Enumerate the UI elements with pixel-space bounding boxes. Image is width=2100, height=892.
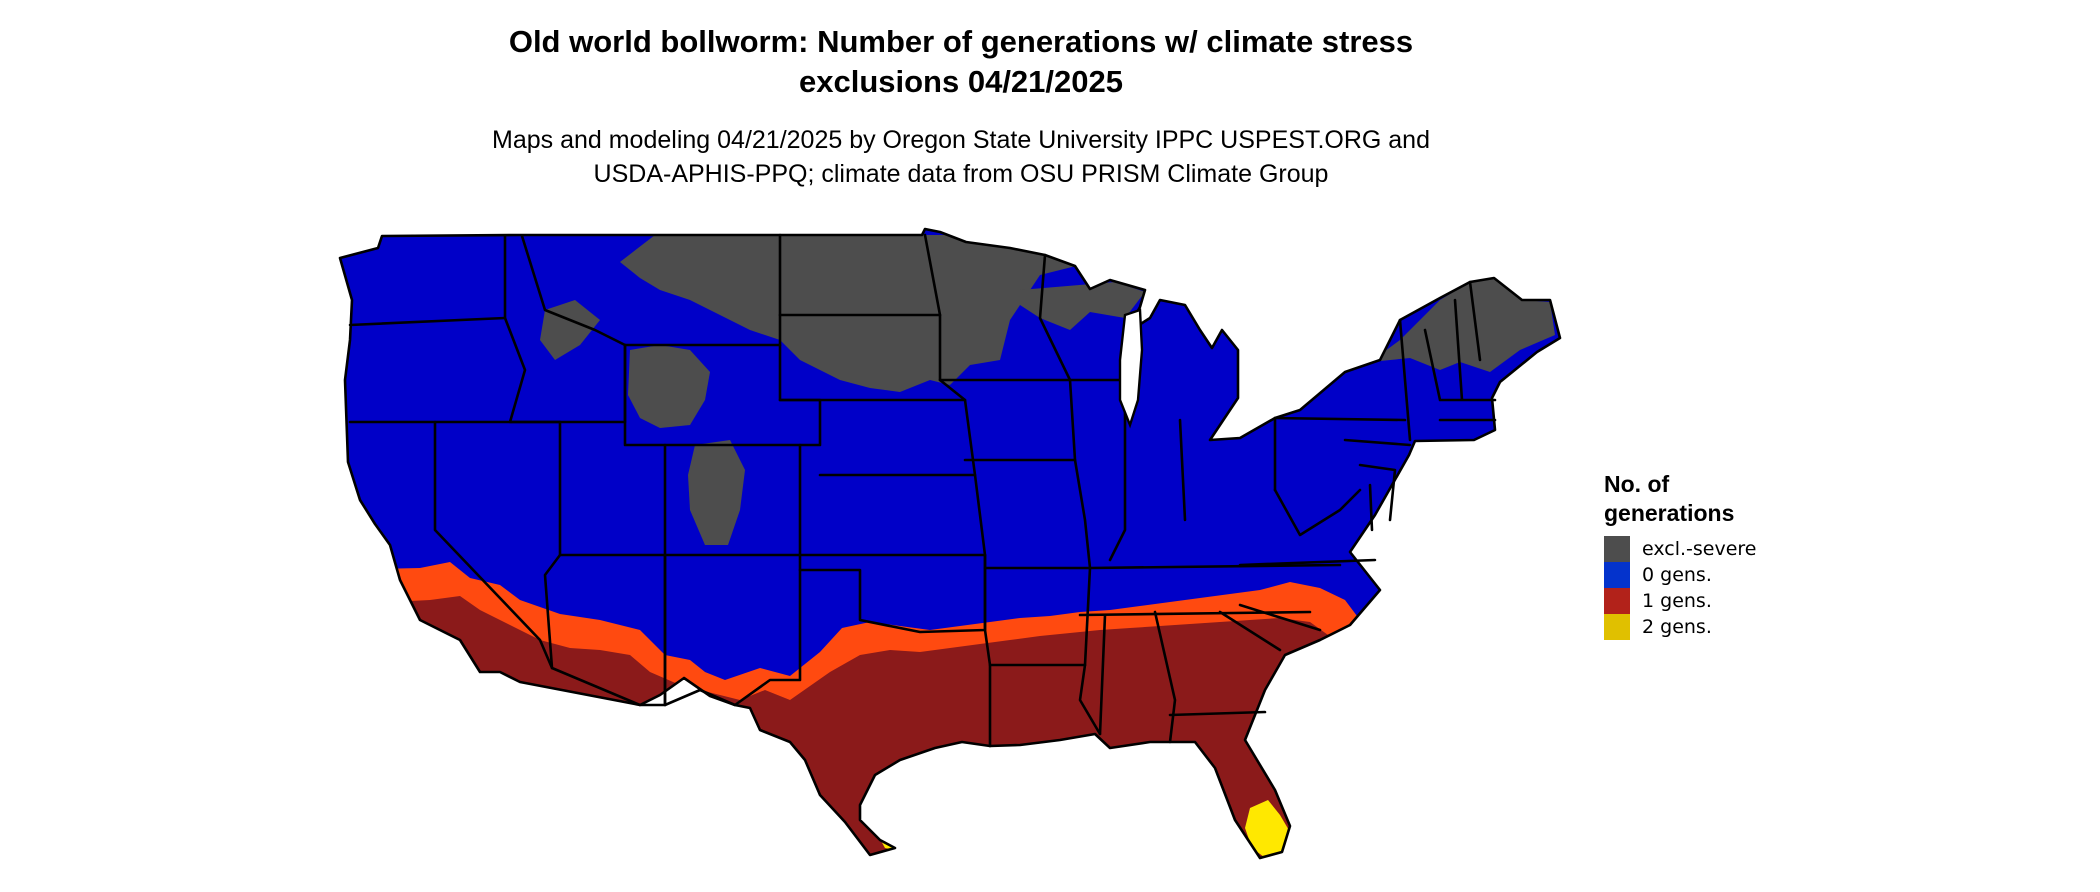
border-mid-atlantic [1343,438,1412,532]
border-plains-east [923,233,992,748]
zone-excluded-michigan [1020,282,1145,330]
border-nc-sc [1238,603,1322,632]
border-il-in [1108,358,1127,562]
border-ga-fl [1168,710,1267,717]
legend-item-two-gens: 2 gens. [1604,614,1864,640]
border-ms-al [1098,613,1107,736]
border-ny-ne [1398,318,1412,442]
legend-items: excl.-severe 0 gens. 1 gens. 2 gens. [1604,536,1864,640]
border-mt-id [520,234,627,347]
legend-swatch-two-gens [1604,614,1630,640]
map-title: Old world bollworm: Number of generation… [346,22,1576,102]
border-nm [663,553,802,707]
zone-excluded-wyoming [628,345,710,428]
legend-swatch-excluded [1604,536,1630,562]
border-new-england [1423,280,1497,422]
lake-michigan [1118,308,1144,429]
border-wv [1273,488,1362,537]
legend-swatch-one-gen [1604,588,1630,614]
legend-title-line-2: generations [1604,500,1735,526]
border-wy-co [623,343,822,447]
generation-zones [340,229,1560,858]
legend-swatch-zero-gens [1604,562,1630,588]
legend-title-line-1: No. of [1604,471,1670,497]
border-va-nc [1238,558,1377,567]
border-ga-sc [1218,610,1282,652]
legend-item-zero-gens: 0 gens. [1604,562,1864,588]
legend-label-zero-gens: 0 gens. [1642,564,1712,586]
map-title-line-2: exclusions 04/21/2025 [798,64,1123,99]
border-ca-nv [433,420,554,670]
border-mississippi-river [1038,253,1102,736]
map-title-line-1: Old world bollworm: Number of generation… [508,24,1414,59]
map-subtitle-line-2: USDA-APHIS-PPQ; climate data from OSU PR… [593,160,1329,188]
zone-excluded-north [620,235,1100,392]
border-nv-ut [558,420,667,557]
border-ky-tn [1088,563,1342,570]
border-al-ga [1153,610,1177,744]
legend: No. of generations excl.-severe 0 gens. … [1604,470,1864,640]
zone-excluded-northeast [1370,278,1555,372]
legend-label-one-gen: 1 gens. [1642,590,1712,612]
border-in-oh [1178,418,1187,522]
map-subtitle: Maps and modeling 04/21/2025 by Oregon S… [346,123,1576,191]
legend-item-excluded: excl.-severe [1604,536,1864,562]
legend-item-one-gen: 1 gens. [1604,588,1864,614]
border-wa-or [348,316,507,327]
zone-excluded-colorado [688,440,745,545]
legend-label-excluded: excl.-severe [1642,538,1757,560]
map-subtitle-line-1: Maps and modeling 04/21/2025 by Oregon S… [492,126,1430,154]
zone-two-gens-florida [1245,800,1290,858]
border-pa-ny [1273,416,1407,422]
legend-label-two-gens: 2 gens. [1642,616,1712,638]
border-tn-south [1078,610,1312,617]
